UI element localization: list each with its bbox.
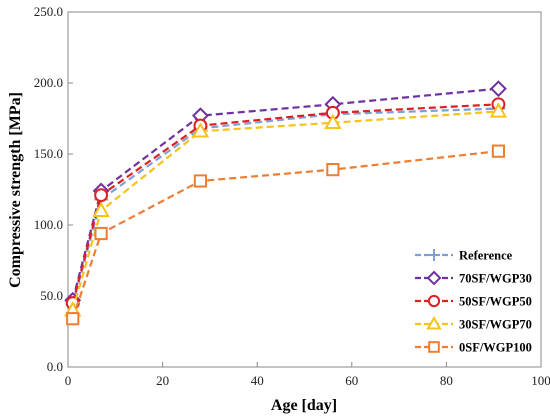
y-tick-label: 100.0	[34, 217, 63, 232]
legend-marker	[428, 341, 440, 353]
series-line	[71, 87, 499, 301]
y-axis-title: Compressive strength [MPa]	[7, 92, 24, 288]
y-tick-label: 50.0	[40, 288, 63, 303]
x-tick-label: 60	[345, 373, 358, 388]
series-plus	[65, 101, 506, 312]
series-line	[71, 110, 499, 311]
y-tick-label: 0.0	[47, 359, 63, 374]
data-point	[326, 163, 340, 177]
legend-label: Reference	[459, 249, 513, 263]
x-axis-title: Age [day]	[271, 397, 337, 414]
legend-item: 70SF/WGP30	[415, 270, 532, 286]
x-tick-label: 0	[65, 373, 72, 388]
series-line	[71, 150, 499, 320]
data-point	[191, 122, 210, 138]
y-tick-label: 250.0	[34, 4, 63, 19]
data-point	[324, 113, 342, 130]
y-axis: 0.0 50.0 100.0 150.0 200.0 250.0	[34, 4, 73, 374]
data-point	[491, 144, 506, 158]
legend-item: 50SF/WGP50	[415, 295, 532, 309]
data-point	[94, 226, 108, 241]
legend-marker	[426, 315, 442, 330]
x-axis: 0 20 40 60 80 100	[65, 362, 550, 388]
y-tick-label: 150.0	[34, 146, 63, 161]
plot-frame	[67, 11, 542, 368]
series-square	[66, 144, 506, 326]
legend: Reference 70SF/WGP30 50SF/WGP50 30SF/WGP70 0…	[415, 249, 532, 355]
x-tick-label: 20	[156, 373, 169, 388]
data-point	[193, 174, 208, 188]
legend-label: 50SF/WGP50	[459, 295, 532, 309]
legend-marker	[428, 249, 440, 261]
legend-marker	[427, 294, 441, 308]
y-tick-label: 200.0	[34, 75, 63, 90]
series-triangle	[64, 102, 508, 317]
data-point	[490, 80, 507, 98]
data-point	[94, 188, 109, 203]
data-point	[92, 201, 110, 218]
legend-label: 70SF/WGP30	[459, 272, 532, 286]
series-layer	[64, 80, 508, 326]
data-point	[66, 312, 80, 326]
legend-item: 0SF/WGP100	[415, 341, 532, 355]
legend-marker	[426, 270, 442, 286]
legend-label: 0SF/WGP100	[459, 341, 532, 355]
data-point	[489, 102, 508, 118]
x-tick-label: 40	[251, 373, 264, 388]
x-tick-label: 100	[531, 373, 550, 388]
series-diamond	[64, 80, 507, 309]
x-tick-label: 80	[440, 373, 453, 388]
legend-item: 30SF/WGP70	[415, 315, 532, 332]
legend-label: 30SF/WGP70	[459, 318, 532, 332]
legend-item: Reference	[415, 249, 513, 263]
